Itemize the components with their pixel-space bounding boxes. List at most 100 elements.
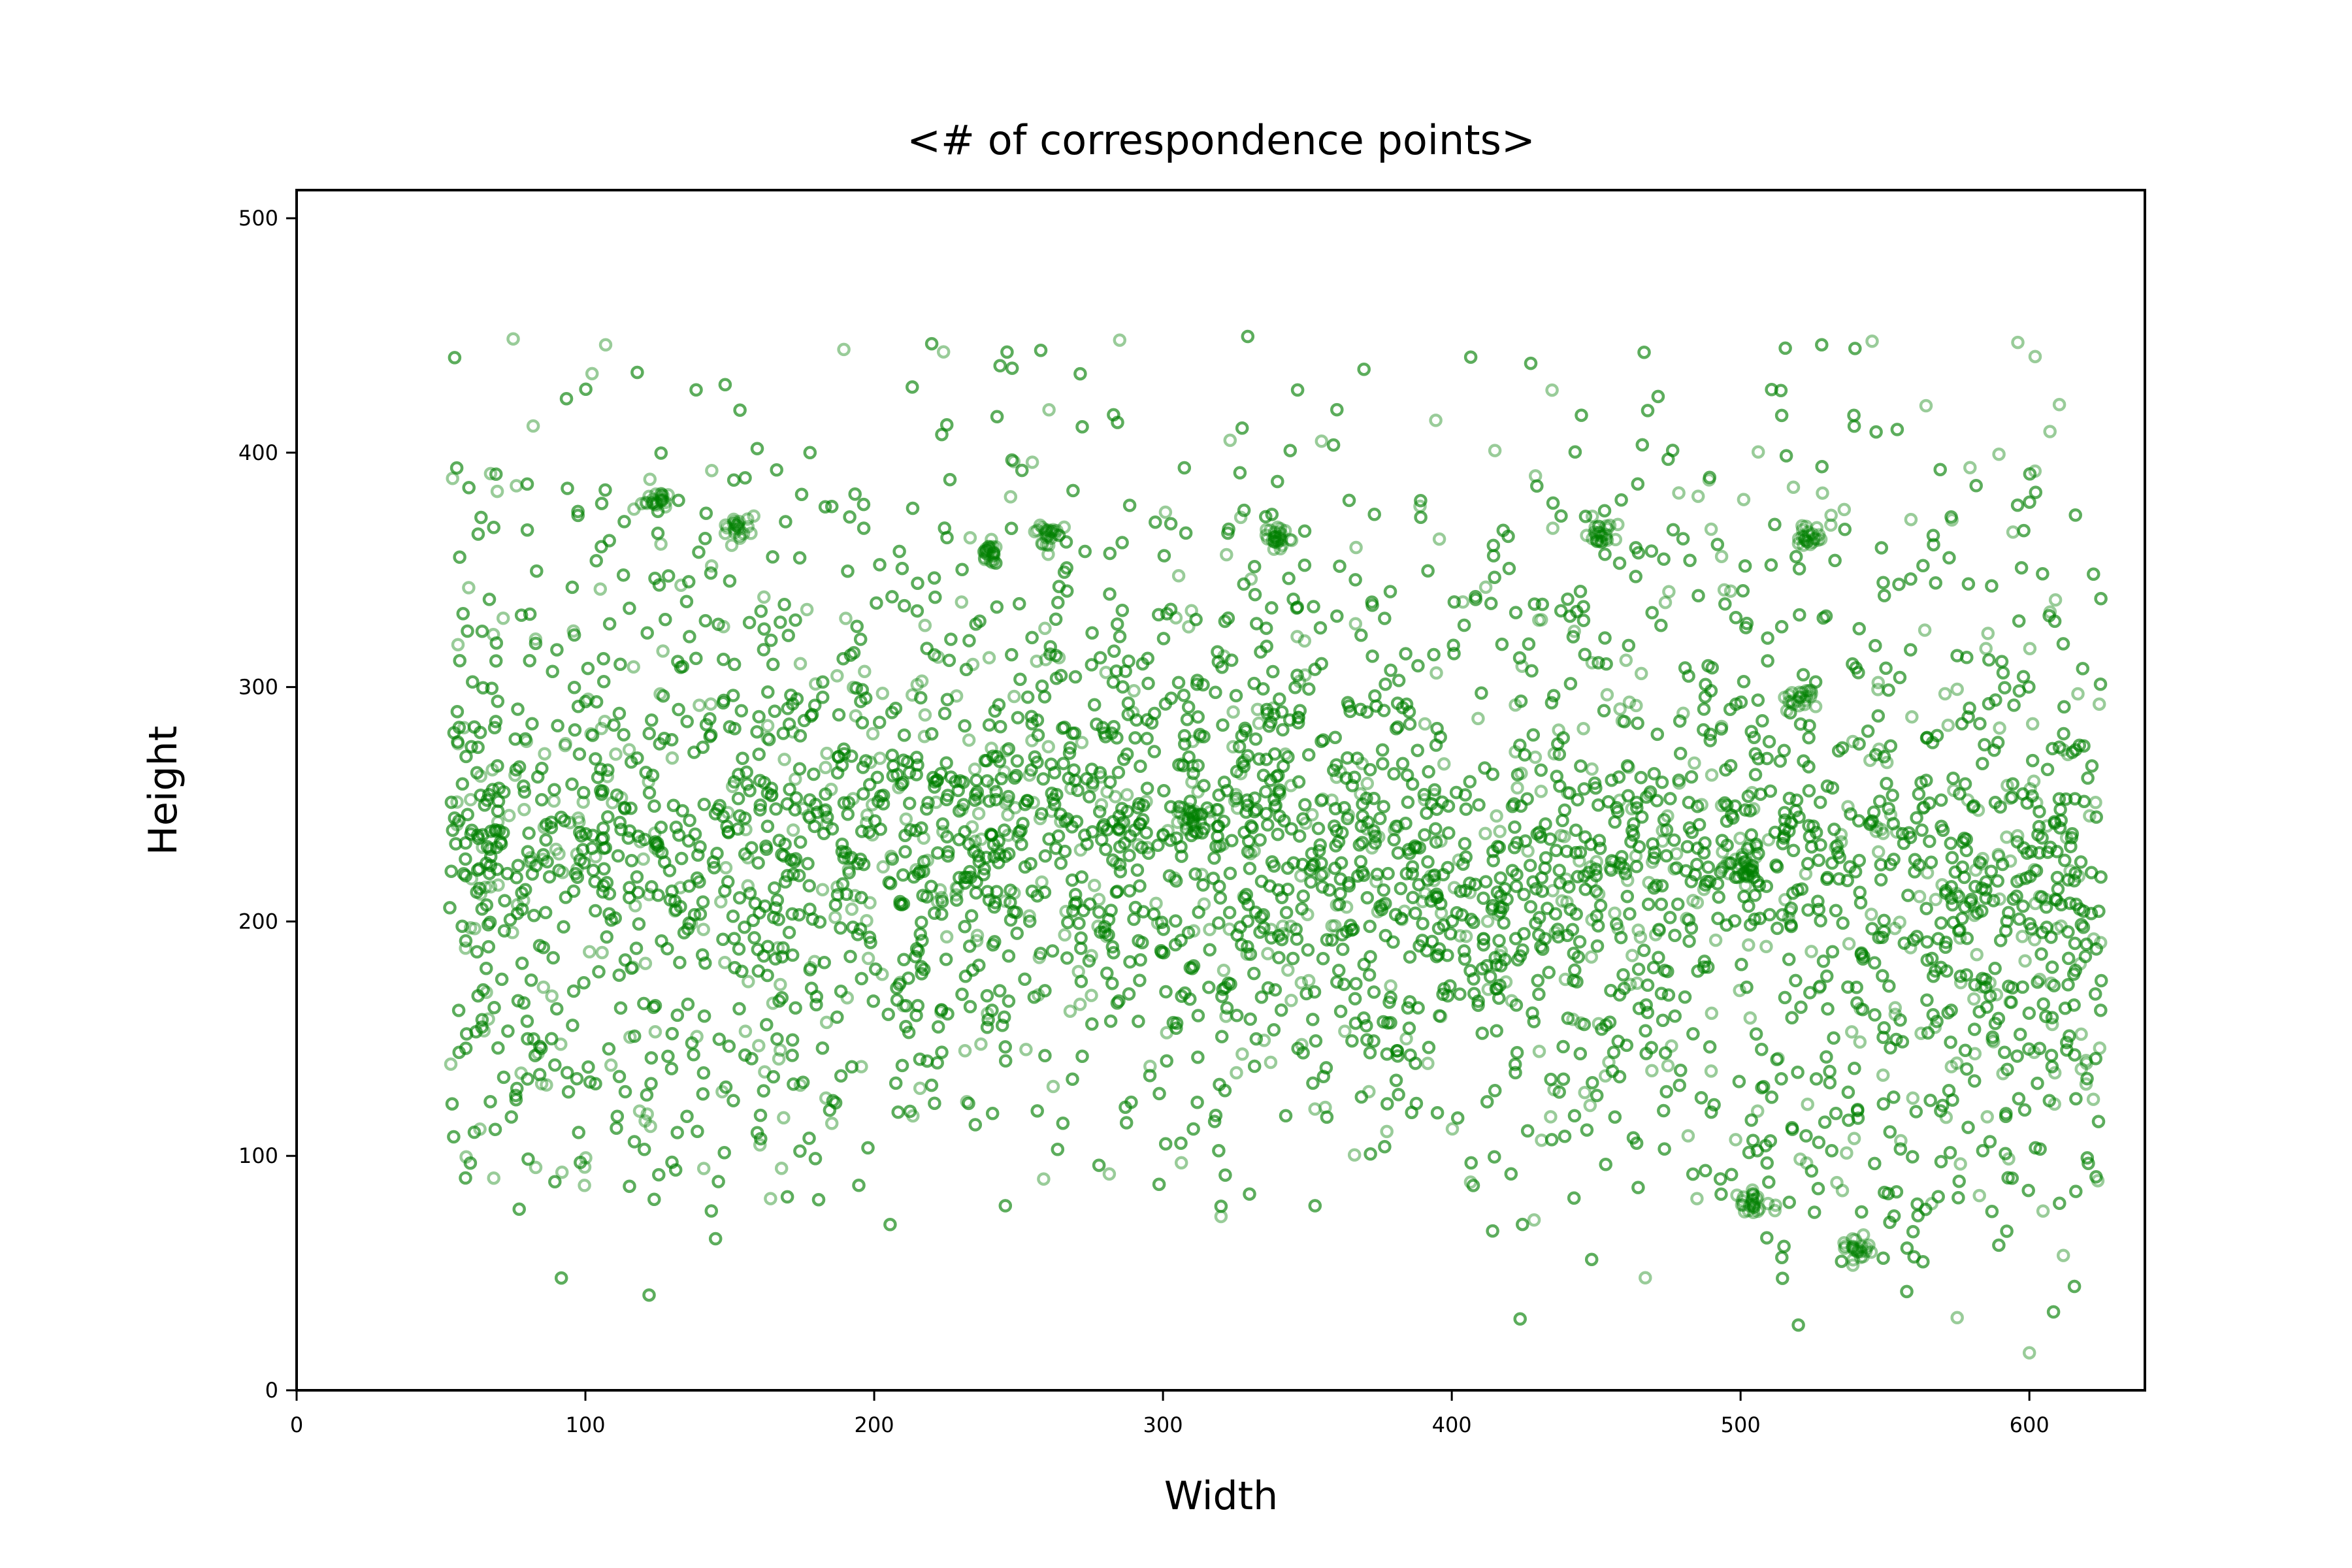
data-point [1066, 1072, 1079, 1086]
data-point [866, 727, 880, 741]
data-point [841, 862, 856, 877]
data-point [1216, 838, 1230, 851]
data-point [1073, 843, 1088, 857]
data-point [1955, 860, 1970, 874]
data-point [939, 930, 954, 944]
data-point [885, 590, 899, 604]
data-point [913, 1081, 927, 1096]
data-point [958, 1044, 972, 1058]
data-point [609, 747, 623, 761]
data-point [1222, 923, 1236, 936]
data-point [743, 886, 757, 900]
data-point [766, 996, 780, 1010]
data-point [570, 870, 585, 884]
data-point [695, 948, 710, 962]
data-point [1574, 759, 1588, 773]
data-point [1342, 876, 1356, 890]
data-point [1495, 901, 1510, 915]
data-point [1035, 875, 1049, 889]
data-point [1607, 855, 1622, 868]
data-point [1354, 787, 1367, 801]
data-point [1235, 756, 1250, 770]
data-point [846, 792, 860, 806]
data-point [1985, 1205, 1999, 1218]
data-point [1248, 587, 1262, 602]
data-point [483, 880, 498, 894]
data-point [1094, 770, 1108, 784]
data-point [725, 779, 740, 794]
data-point [1558, 830, 1571, 843]
data-point [1067, 763, 1081, 777]
data-point [1622, 695, 1637, 709]
data-point [714, 895, 728, 909]
data-point [1295, 1037, 1309, 1052]
data-point [1615, 714, 1629, 728]
data-point [933, 883, 947, 897]
data-point [988, 935, 1002, 949]
data-point [474, 887, 487, 901]
data-point [966, 657, 980, 672]
data-point [1156, 828, 1170, 841]
data-point [1197, 779, 1211, 792]
data-point [1735, 958, 1748, 972]
data-point [793, 657, 808, 671]
data-point [1147, 706, 1162, 721]
data-point [1405, 777, 1420, 791]
data-point [585, 367, 599, 381]
data-point [1140, 781, 1154, 795]
data-point [1193, 727, 1207, 742]
data-point [1854, 896, 1868, 909]
data-point [1445, 1122, 1460, 1136]
data-point [2043, 425, 2057, 438]
data-point [1139, 794, 1153, 808]
data-point [1505, 864, 1520, 877]
data-point [1174, 934, 1188, 947]
data-point [463, 921, 478, 935]
data-point [1619, 653, 1633, 667]
data-point [776, 950, 789, 964]
data-point [906, 688, 919, 702]
data-point [1567, 946, 1581, 960]
data-point [1453, 987, 1467, 1001]
data-point [1976, 851, 1989, 866]
data-point [1433, 1009, 1448, 1024]
data-point [910, 604, 924, 618]
data-point [1622, 760, 1635, 774]
data-point [1662, 585, 1676, 598]
data-point [1590, 909, 1604, 923]
data-point [1978, 972, 1993, 987]
data-point [1970, 947, 1984, 962]
data-point [1996, 1067, 2010, 1081]
data-point [939, 953, 953, 966]
data-point [1980, 1110, 1994, 1124]
data-point [1362, 968, 1377, 982]
data-point [832, 750, 845, 764]
data-point [1893, 915, 1906, 929]
data-point [1054, 668, 1068, 683]
data-point [1342, 699, 1356, 713]
data-point [1413, 499, 1427, 514]
data-point [459, 852, 472, 866]
data-point [1782, 911, 1795, 925]
data-point [1584, 875, 1599, 889]
data-point [1944, 1004, 1958, 1017]
data-point [1607, 1045, 1621, 1059]
data-point [1684, 875, 1698, 889]
data-point [2033, 889, 2047, 904]
data-point [1592, 887, 1606, 901]
data-point [835, 845, 849, 858]
data-point [1135, 936, 1149, 949]
data-point [1697, 960, 1711, 974]
data-point [683, 630, 696, 644]
data-point [1645, 855, 1659, 869]
data-point [985, 828, 999, 842]
data-point [934, 1003, 949, 1017]
data-point [1795, 882, 1809, 896]
data-point [1025, 884, 1039, 898]
data-point [1889, 1184, 1904, 1199]
data-point [1751, 445, 1765, 459]
data-point [1926, 969, 1940, 983]
data-point [566, 984, 581, 998]
data-point [1590, 855, 1603, 869]
